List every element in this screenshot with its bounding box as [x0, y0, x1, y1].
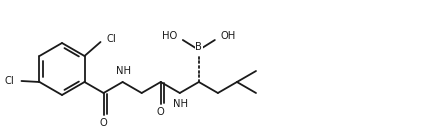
- Text: B: B: [195, 42, 202, 52]
- Text: NH: NH: [173, 99, 188, 109]
- Text: O: O: [157, 107, 164, 117]
- Text: O: O: [100, 118, 108, 128]
- Text: HO: HO: [161, 31, 177, 41]
- Text: NH: NH: [116, 66, 131, 76]
- Text: OH: OH: [221, 31, 236, 41]
- Text: Cl: Cl: [5, 76, 14, 86]
- Text: Cl: Cl: [106, 34, 116, 44]
